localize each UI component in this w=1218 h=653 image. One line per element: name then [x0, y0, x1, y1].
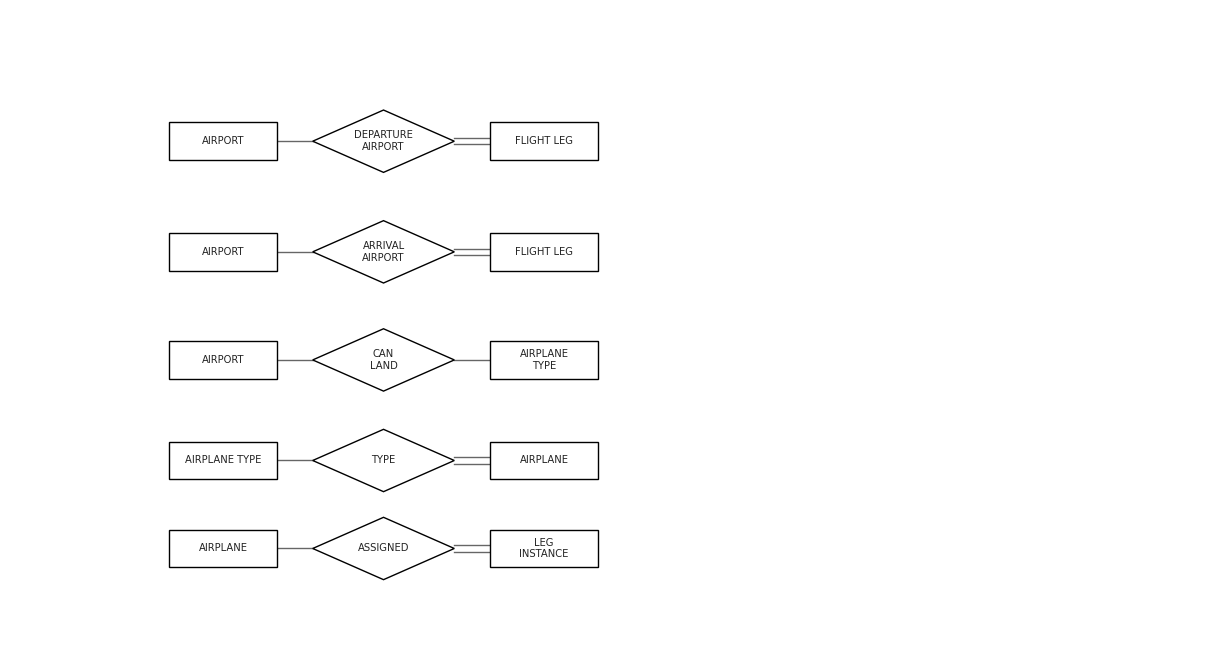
Text: FLIGHT LEG: FLIGHT LEG: [515, 247, 572, 257]
Text: AIRPLANE
TYPE: AIRPLANE TYPE: [520, 349, 569, 371]
Text: CAN
LAND: CAN LAND: [369, 349, 397, 371]
Polygon shape: [313, 110, 454, 172]
Text: AIRPORT: AIRPORT: [202, 247, 245, 257]
Text: ARRIVAL
AIRPORT: ARRIVAL AIRPORT: [362, 241, 404, 263]
Text: AIRPLANE: AIRPLANE: [199, 543, 247, 554]
FancyBboxPatch shape: [169, 122, 278, 160]
Text: DEPARTURE
AIRPORT: DEPARTURE AIRPORT: [354, 131, 413, 152]
Text: AIRPLANE: AIRPLANE: [520, 456, 569, 466]
FancyBboxPatch shape: [490, 122, 598, 160]
Text: AIRPLANE TYPE: AIRPLANE TYPE: [185, 456, 261, 466]
Polygon shape: [313, 429, 454, 492]
FancyBboxPatch shape: [490, 530, 598, 567]
Polygon shape: [313, 221, 454, 283]
Text: AIRPORT: AIRPORT: [202, 136, 245, 146]
FancyBboxPatch shape: [169, 233, 278, 271]
FancyBboxPatch shape: [490, 441, 598, 479]
Polygon shape: [313, 517, 454, 580]
Text: AIRPORT: AIRPORT: [202, 355, 245, 365]
Text: TYPE: TYPE: [371, 456, 396, 466]
FancyBboxPatch shape: [490, 341, 598, 379]
Text: LEG
INSTANCE: LEG INSTANCE: [519, 537, 569, 559]
FancyBboxPatch shape: [169, 341, 278, 379]
FancyBboxPatch shape: [169, 530, 278, 567]
FancyBboxPatch shape: [169, 441, 278, 479]
FancyBboxPatch shape: [490, 233, 598, 271]
Polygon shape: [313, 328, 454, 391]
Text: FLIGHT LEG: FLIGHT LEG: [515, 136, 572, 146]
Text: ASSIGNED: ASSIGNED: [358, 543, 409, 554]
